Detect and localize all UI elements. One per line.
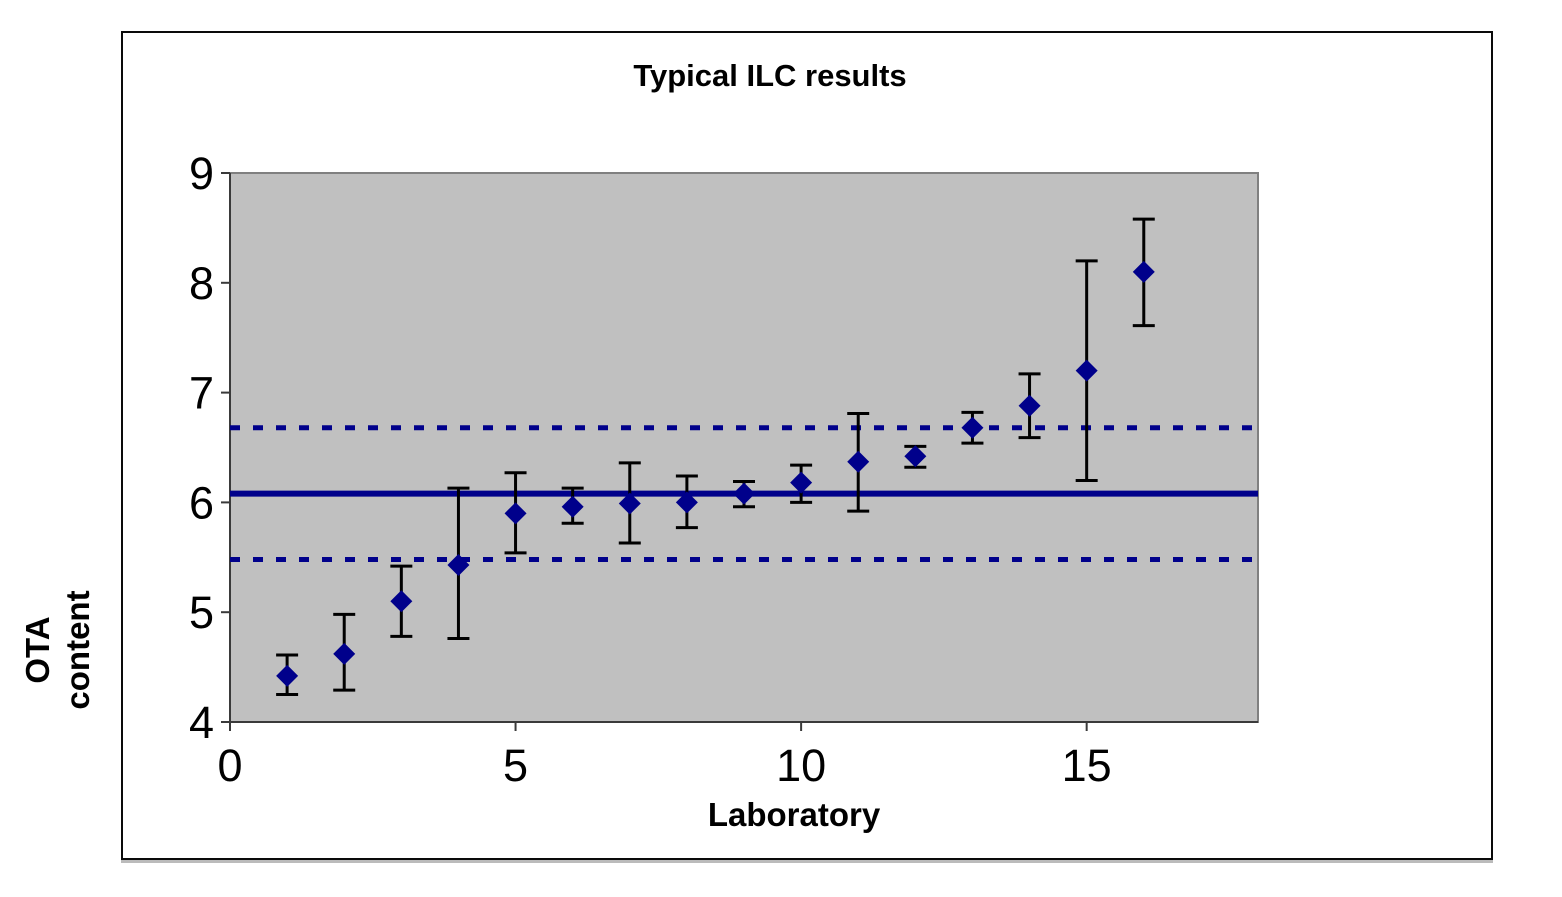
data-point-marker-lab-6 <box>561 495 584 518</box>
x-axis-title: Laboratory <box>707 796 881 833</box>
data-point-marker-lab-14 <box>1018 394 1041 417</box>
y-tick-label: 8 <box>189 258 214 309</box>
data-point-marker-lab-10 <box>790 471 813 494</box>
x-tick-label: 10 <box>776 740 826 791</box>
y-tick-label: 7 <box>189 368 214 419</box>
y-tick-label: 4 <box>189 697 214 748</box>
data-point-marker-lab-15 <box>1075 359 1098 382</box>
data-point-marker-lab-5 <box>504 502 527 525</box>
x-tick-label: 5 <box>503 740 528 791</box>
data-point-marker-lab-3 <box>390 590 413 613</box>
x-tick-label: 0 <box>217 740 242 791</box>
data-point-marker-lab-7 <box>618 492 641 515</box>
y-tick-label: 9 <box>189 148 214 199</box>
y-tick-label: 6 <box>189 477 214 528</box>
data-point-marker-lab-4 <box>447 553 470 576</box>
x-tick-label: 15 <box>1062 740 1112 791</box>
data-point-marker-lab-12 <box>904 445 927 468</box>
data-point-marker-lab-16 <box>1132 260 1155 283</box>
data-point-marker-lab-8 <box>675 491 698 514</box>
y-tick-label: 5 <box>189 587 214 638</box>
data-point-marker-lab-1 <box>276 664 299 687</box>
data-point-marker-lab-2 <box>333 642 356 665</box>
data-point-marker-lab-9 <box>733 482 755 505</box>
data-point-marker-lab-11 <box>847 450 870 473</box>
plot-background <box>229 172 1259 723</box>
data-point-marker-lab-13 <box>961 416 984 439</box>
chart-title: Typical ILC results <box>633 58 907 93</box>
